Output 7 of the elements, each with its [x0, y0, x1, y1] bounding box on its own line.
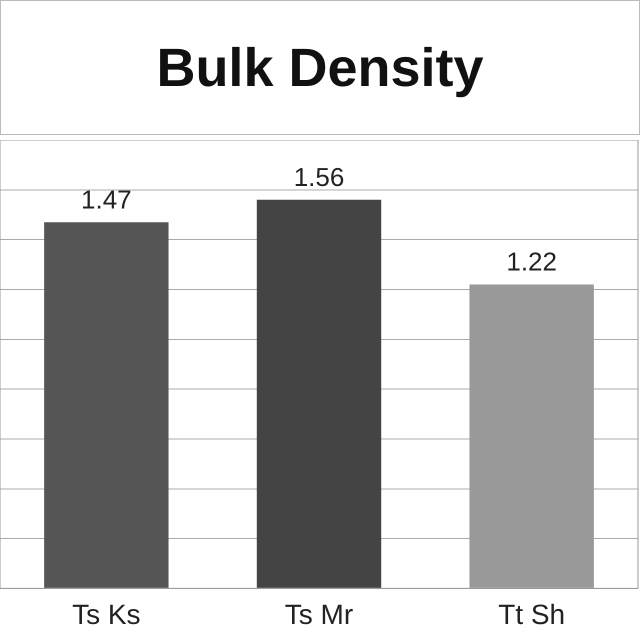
data-label: 1.47 — [81, 184, 132, 214]
data-label: 1.56 — [294, 162, 344, 192]
x-tick-label: Ts Mr — [284, 598, 354, 630]
data-label: 1.22 — [506, 246, 557, 277]
x-tick-label: Tt Sh — [498, 598, 566, 630]
x-tick-label: Ts Ks — [72, 598, 141, 630]
chart-title: Bulk Density — [0, 0, 640, 135]
